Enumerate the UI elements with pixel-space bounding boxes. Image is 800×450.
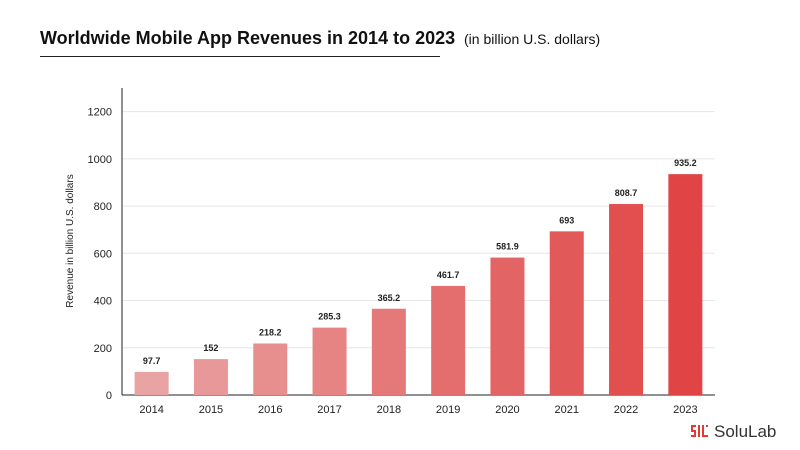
bars: [134, 174, 703, 395]
data-label-2014: 97.7: [143, 356, 161, 366]
x-tick-label-2016: 2016: [258, 404, 282, 416]
bar-2021: [549, 231, 584, 395]
data-label-2018: 365.2: [378, 293, 401, 303]
y-tick-label: 0: [106, 390, 112, 402]
x-tick-label-2015: 2015: [199, 404, 223, 416]
data-label-2023: 935.2: [674, 158, 697, 168]
data-label-2021: 693: [559, 215, 574, 225]
y-tick-label: 800: [94, 201, 112, 213]
tick-labels: 0 200 400 600 800 1000 1200 2014 2015 2016 2017 201…: [88, 107, 698, 416]
data-labels: 97.7 152 218.2 285.3 365.2 461.7 581.9 693 808.7…: [143, 158, 697, 366]
y-axis-label: Revenue in billion U.S. dollars: [65, 174, 76, 307]
bar-2018: [371, 308, 406, 395]
x-tick-label-2023: 2023: [673, 404, 697, 416]
brand-logo: SoluLab: [690, 420, 776, 444]
x-tick-label-2021: 2021: [555, 404, 579, 416]
data-label-2022: 808.7: [615, 188, 638, 198]
bar-2014: [134, 371, 169, 395]
bar-2015: [193, 359, 228, 395]
bar-2023: [668, 174, 703, 395]
bar-2020: [490, 257, 525, 395]
data-label-2019: 461.7: [437, 270, 460, 280]
logo-text: SoluLab: [714, 422, 777, 441]
solulab-logo-icon: [691, 425, 708, 437]
x-tick-label-2022: 2022: [614, 404, 638, 416]
x-tick-label-2019: 2019: [436, 404, 460, 416]
y-tick-label: 400: [94, 296, 112, 308]
y-tick-label: 600: [94, 248, 112, 260]
chart-subtitle: (in billion U.S. dollars): [464, 31, 601, 47]
data-label-2017: 285.3: [318, 312, 341, 322]
x-tick-label-2014: 2014: [139, 404, 163, 416]
x-tick-label-2017: 2017: [317, 404, 341, 416]
chart-title: Worldwide Mobile App Revenues in 2014 to…: [40, 28, 456, 48]
bar-2016: [253, 343, 288, 395]
x-tick-label-2020: 2020: [495, 404, 519, 416]
title-underline: [40, 56, 440, 57]
data-label-2015: 152: [203, 343, 218, 353]
y-tick-label: 1000: [88, 154, 112, 166]
x-tick-label-2018: 2018: [377, 404, 401, 416]
chart-title-area: Worldwide Mobile App Revenues in 2014 to…: [40, 28, 740, 68]
bar-2019: [431, 285, 466, 395]
y-tick-label: 1200: [88, 107, 112, 119]
bar-2017: [312, 327, 347, 395]
data-label-2016: 218.2: [259, 327, 282, 337]
y-tick-label: 200: [94, 343, 112, 355]
data-label-2020: 581.9: [496, 242, 519, 252]
bar-2022: [609, 204, 644, 395]
